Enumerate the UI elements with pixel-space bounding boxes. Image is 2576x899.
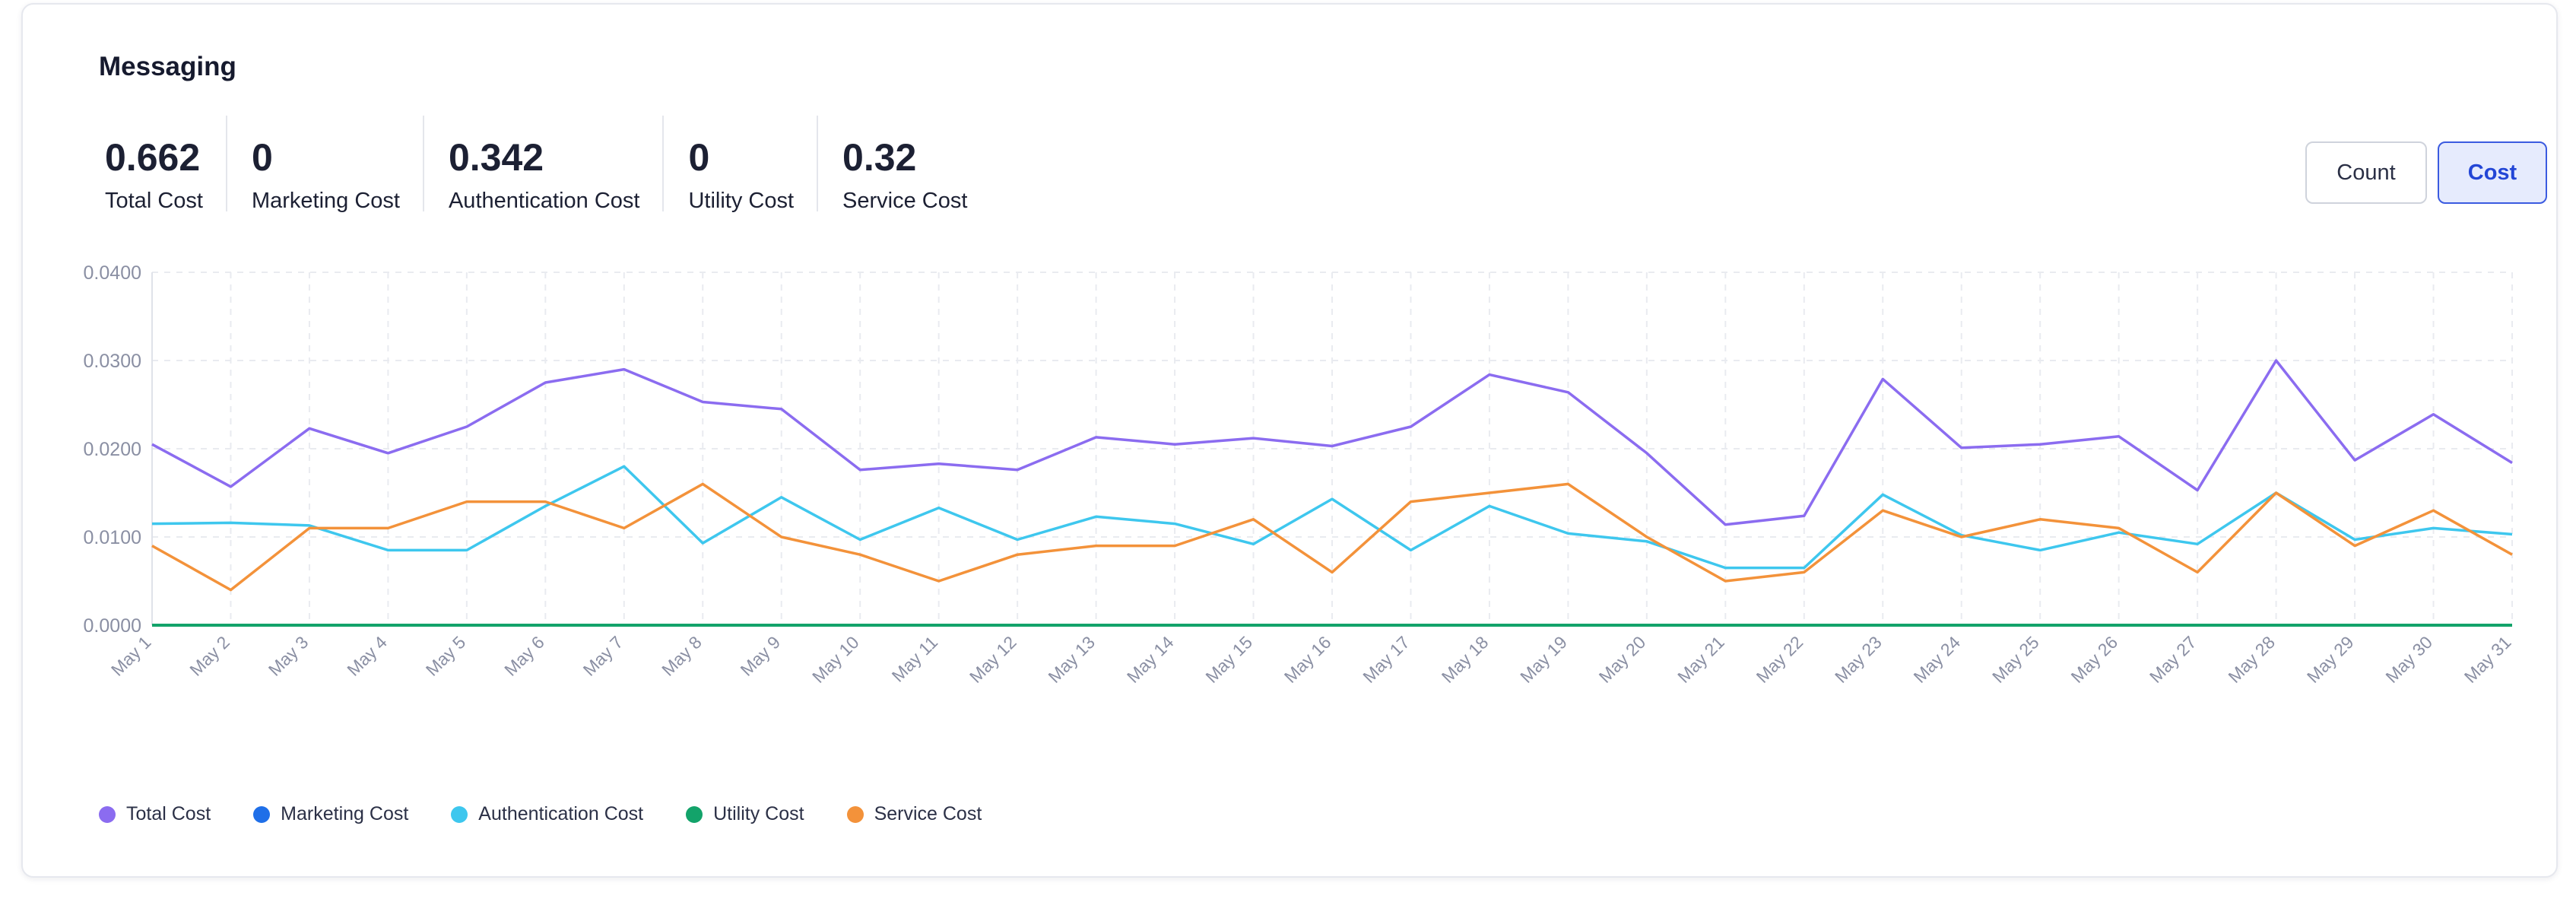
x-tick-label: May 26 (2067, 632, 2121, 687)
x-tick-label: May 5 (422, 632, 470, 680)
legend-label: Marketing Cost (281, 803, 409, 824)
x-tick-label: May 2 (186, 632, 233, 680)
legend-item-utility-cost[interactable]: Utility Cost (686, 803, 804, 825)
x-tick-label: May 6 (500, 632, 548, 680)
y-tick-label: 0.0000 (84, 615, 141, 637)
stat-label: Marketing Cost (251, 189, 400, 213)
stat-label: Total Cost (105, 189, 203, 213)
x-tick-label: May 8 (658, 632, 706, 680)
legend-label: Total Cost (126, 803, 211, 824)
x-tick-label: May 23 (1831, 632, 1886, 687)
stat-total-cost: 0.662 Total Cost (81, 116, 226, 213)
series-line-service-cost (151, 482, 2513, 592)
messaging-card: Messaging 0.662 Total Cost 0 Marketing C… (21, 3, 2558, 878)
x-tick-label: May 18 (1438, 632, 1493, 687)
x-tick-label: May 22 (1753, 632, 1807, 687)
y-tick-label: 0.0200 (84, 439, 141, 460)
x-tick-label: May 9 (737, 632, 785, 680)
count-toggle-button[interactable]: Count (2305, 141, 2427, 204)
stat-label: Utility Cost (688, 189, 795, 213)
cost-toggle-button[interactable]: Cost (2438, 141, 2547, 204)
stat-value: 0.32 (842, 136, 917, 179)
x-tick-label: May 27 (2146, 632, 2200, 687)
stat-value: 0 (251, 136, 273, 179)
stat-utility-cost: 0 Utility Cost (662, 116, 817, 213)
x-tick-label: May 3 (265, 632, 312, 680)
stat-authentication-cost: 0.342 Authentication Cost (422, 116, 662, 213)
x-tick-label: May 16 (1280, 632, 1335, 687)
x-tick-label: May 14 (1123, 632, 1178, 687)
x-tick-label: May 19 (1516, 632, 1571, 687)
legend-dot (451, 805, 468, 823)
y-tick-label: 0.0400 (84, 262, 141, 284)
x-tick-label: May 29 (2303, 632, 2358, 687)
legend-label: Service Cost (874, 803, 982, 824)
chart-legend: Total Cost Marketing Cost Authentication… (99, 803, 1024, 825)
stat-label: Service Cost (842, 189, 968, 213)
x-tick-label: May 24 (1910, 632, 1965, 687)
x-tick-label: May 12 (966, 632, 1020, 687)
x-tick-label: May 31 (2460, 632, 2515, 687)
x-tick-label: May 17 (1359, 632, 1413, 687)
x-tick-label: May 21 (1673, 632, 1728, 687)
x-tick-label: May 13 (1044, 632, 1099, 687)
x-tick-label: May 4 (343, 632, 391, 680)
line-chart: 0.0000 0.0100 0.0200 0.0300 0.0400 May 1 May 2… (84, 262, 2515, 687)
x-tick-label: May 28 (2224, 632, 2279, 687)
legend-item-marketing-cost[interactable]: Marketing Cost (253, 803, 408, 825)
x-tick-label: May 30 (2381, 632, 2436, 687)
legend-label: Authentication Cost (478, 803, 644, 824)
y-tick-label: 0.0300 (84, 351, 141, 372)
x-tick-label: May 15 (1201, 632, 1256, 687)
legend-item-total-cost[interactable]: Total Cost (99, 803, 211, 825)
stat-value: 0.662 (105, 136, 201, 179)
series-line-authentication-cost (151, 465, 2513, 570)
stat-value: 0.342 (448, 136, 544, 179)
legend-dot (99, 805, 116, 823)
stat-service-cost: 0.32 Service Cost (817, 116, 990, 213)
x-tick-label: May 11 (888, 632, 942, 686)
x-tick-label: May 10 (808, 632, 863, 687)
legend-item-service-cost[interactable]: Service Cost (846, 803, 982, 825)
x-tick-label: May 25 (1988, 632, 2043, 687)
legend-item-authentication-cost[interactable]: Authentication Cost (451, 803, 643, 825)
y-tick-label: 0.0100 (84, 527, 141, 548)
legend-dot (686, 805, 703, 823)
stat-label: Authentication Cost (448, 189, 640, 213)
series-line-total-cost (151, 359, 2513, 526)
card-title: Messaging (99, 52, 236, 81)
stats-row: 0.662 Total Cost 0 Marketing Cost 0.342 … (81, 116, 990, 213)
stat-marketing-cost: 0 Marketing Cost (225, 116, 423, 213)
stat-value: 0 (688, 136, 710, 179)
x-tick-label: May 7 (579, 632, 627, 680)
legend-label: Utility Cost (713, 803, 804, 824)
legend-dot (846, 805, 864, 823)
x-tick-label: May 1 (107, 632, 155, 680)
legend-dot (253, 805, 271, 823)
x-tick-label: May 20 (1595, 632, 1650, 687)
